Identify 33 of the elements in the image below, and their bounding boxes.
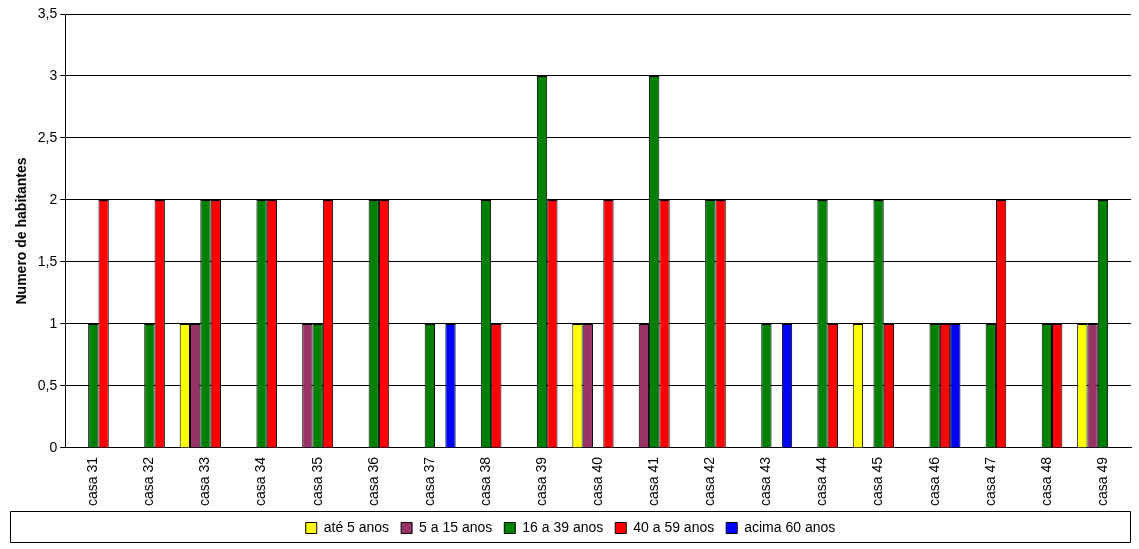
legend-label: 5 a 15 anos — [419, 518, 493, 535]
legend-label: 16 a 39 anos — [522, 518, 604, 535]
x-tick-label: casa 39 — [532, 456, 549, 507]
y-axis-title: Numero de habitantes — [13, 157, 30, 305]
y-tick-label: 0 — [49, 438, 58, 455]
x-tick-label: casa 37 — [420, 456, 437, 507]
legend-label: 40 a 59 anos — [633, 518, 715, 535]
y-tick-label: 1,5 — [37, 252, 58, 269]
x-tick-label: casa 42 — [701, 456, 718, 507]
x-tick-label: casa 47 — [981, 456, 998, 507]
x-tick-label: casa 34 — [252, 456, 269, 507]
y-tick-label: 0,5 — [37, 376, 58, 393]
x-tick-label: casa 44 — [813, 456, 830, 507]
x-tick-label: casa 35 — [308, 456, 325, 507]
x-tick-label: casa 31 — [84, 456, 101, 507]
x-tick-label: casa 33 — [196, 456, 213, 507]
y-tick-label: 3 — [49, 66, 58, 83]
x-tick-label: casa 41 — [645, 456, 662, 507]
x-tick-label: casa 48 — [1037, 456, 1054, 507]
y-tick-label: 2,5 — [37, 128, 58, 145]
legend-label: acima 60 anos — [744, 518, 836, 535]
x-tick-label: casa 49 — [1093, 456, 1110, 507]
x-tick-label: casa 38 — [476, 456, 493, 507]
y-tick-label: 3,5 — [37, 4, 58, 21]
y-tick-label: 2 — [49, 190, 58, 207]
x-tick-label: casa 40 — [588, 456, 605, 507]
x-tick-label: casa 32 — [140, 456, 157, 507]
x-tick-label: casa 36 — [364, 456, 381, 507]
x-tick-label: casa 46 — [925, 456, 942, 507]
x-tick-label: casa 45 — [869, 456, 886, 507]
legend-label: até 5 anos — [323, 518, 390, 535]
y-tick-label: 1 — [49, 314, 58, 331]
x-tick-label: casa 43 — [757, 456, 774, 507]
